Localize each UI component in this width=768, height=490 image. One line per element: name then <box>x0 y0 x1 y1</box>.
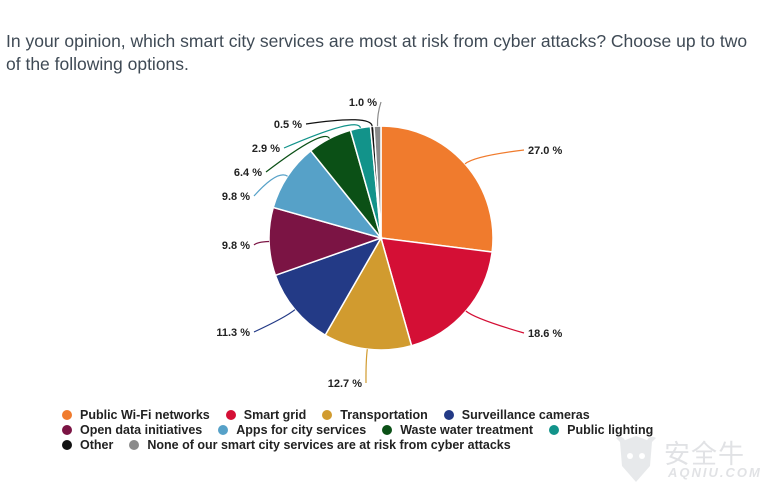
legend-label: Other <box>80 437 114 452</box>
legend-label: Surveillance cameras <box>461 407 590 422</box>
leader-line-transportation <box>365 349 368 384</box>
legend-item-public-lighting[interactable]: Public lighting <box>549 423 653 437</box>
leader-line-apps-for-city-services <box>253 174 288 197</box>
data-label-surveillance-cameras: 11.3 % <box>216 327 250 339</box>
watermark-cn: 安全牛 <box>664 440 746 470</box>
data-label-smart-grid: 18.6 % <box>528 328 562 340</box>
bull-shield-logo-icon <box>616 436 656 482</box>
legend-item-other[interactable]: Other <box>62 438 113 452</box>
data-label-other: 0.5 % <box>274 119 302 131</box>
legend-label: Open data initiatives <box>80 422 203 437</box>
pie-slice-transportation <box>324 236 413 351</box>
data-label-open-data-initiatives: 9.8 % <box>222 240 250 252</box>
leader-line-open-data-initiatives <box>253 240 270 246</box>
legend-marker <box>225 409 236 420</box>
legend-row: Public Wi-Fi networks Smart grid Transport… <box>62 407 752 422</box>
legend-marker <box>129 439 140 450</box>
legend-marker <box>549 424 560 435</box>
legend-label: None of our smart city services are at r… <box>147 437 511 452</box>
legend-item-surveillance-cameras[interactable]: Surveillance cameras <box>443 407 590 422</box>
data-label-none-of-our-smart-city-services-are-at-risk-from-cyber-attacks: 1.0 % <box>349 97 377 109</box>
legend-item-none-of-our-smart-city-services-are-at-risk-from-cyber-attacks[interactable]: None of our smart city services are at r… <box>129 437 511 452</box>
legend-label: Transportation <box>340 407 428 422</box>
data-label-transportation: 12.7 % <box>328 378 362 390</box>
legend-label: Public Wi-Fi networks <box>80 407 210 422</box>
leader-line-waste-water-treatment <box>265 135 331 173</box>
leader-line-public-wi-fi-networks <box>464 149 525 165</box>
legend-label: Public lighting <box>567 422 654 437</box>
data-label-apps-for-city-services: 9.8 % <box>222 191 250 203</box>
legend-marker <box>62 439 72 450</box>
legend-row: Open data initiatives Apps for city servi… <box>62 422 752 437</box>
legend-item-transportation[interactable]: Transportation <box>322 408 428 422</box>
leader-line-public-lighting <box>283 124 361 149</box>
data-label-public-wi-fi-networks: 27.0 % <box>528 145 562 157</box>
legend-item-public-wi-fi-networks[interactable]: Public Wi-Fi networks <box>62 408 210 422</box>
leader-line-none-of-our-smart-city-services-are-at-risk-from-cyber-attacks <box>376 101 382 127</box>
legend-label: Waste water treatment <box>400 422 534 437</box>
legend-marker <box>62 409 72 420</box>
legend-marker <box>443 409 454 420</box>
legend-row: Other None of our smart city services are… <box>62 437 752 452</box>
legend-marker <box>62 424 72 435</box>
legend-item-smart-grid[interactable]: Smart grid <box>225 407 307 422</box>
data-label-waste-water-treatment: 6.4 % <box>234 167 262 179</box>
data-labels: 27.0 % 18.6 % 12.7 % 11.3 % 9.8 % 9.8 % 6.4 % 2… <box>216 97 562 390</box>
watermark: 安全牛 AQNIU.COM <box>612 432 762 486</box>
pie-slice-surveillance-cameras <box>274 236 383 337</box>
watermark-en: AQNIU.COM <box>668 465 762 480</box>
pie-slices <box>268 125 494 351</box>
legend-item-waste-water-treatment[interactable]: Waste water treatment <box>382 423 533 437</box>
leader-line-surveillance-cameras <box>253 309 296 333</box>
chart-title: In your opinion, which smart city servic… <box>6 31 748 74</box>
chart-legend: Public Wi-Fi networks Smart grid Transport… <box>62 407 752 452</box>
leader-line-smart-grid <box>465 310 525 334</box>
legend-marker <box>218 424 229 435</box>
pie-chart: 27.0 % 18.6 % 12.7 % 11.3 % 9.8 % 9.8 % 6.4 % 2… <box>216 97 562 390</box>
legend-marker <box>322 409 333 420</box>
data-label-public-lighting: 2.9 % <box>252 143 280 155</box>
leader-line-other <box>305 119 373 127</box>
legend-item-apps-for-city-services[interactable]: Apps for city services <box>218 423 366 437</box>
pie-slice-public-wi-fi-networks <box>380 125 494 253</box>
legend-label: Smart grid <box>243 407 307 422</box>
legend-marker <box>382 424 393 435</box>
leader-lines <box>253 101 525 384</box>
legend-label: Apps for city services <box>236 422 367 437</box>
legend-item-open-data-initiatives[interactable]: Open data initiatives <box>62 423 202 437</box>
pie-slice-smart-grid <box>379 237 493 347</box>
